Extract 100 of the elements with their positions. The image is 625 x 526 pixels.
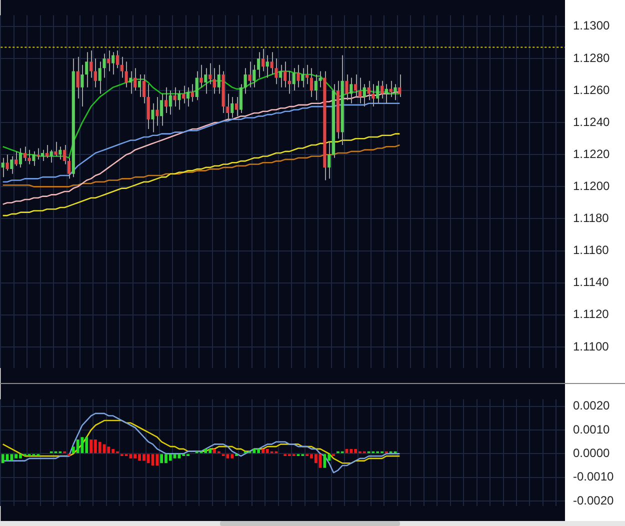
candlestick — [54, 141, 58, 157]
candlestick — [14, 150, 18, 166]
y-tick-label: 0.0010 — [573, 422, 610, 436]
candlestick — [28, 149, 31, 165]
candlestick — [112, 52, 115, 75]
candlestick — [380, 80, 384, 100]
y-tick-label: -0.0020 — [573, 493, 614, 508]
candlestick — [257, 52, 260, 78]
candlestick — [36, 148, 40, 160]
candlestick — [18, 148, 22, 168]
candlestick — [156, 96, 159, 126]
candlestick — [178, 90, 181, 110]
candlestick — [350, 77, 353, 104]
candlestick — [160, 93, 164, 126]
y-tick-label: 1.1280 — [573, 50, 610, 65]
candlestick — [204, 68, 208, 94]
y-tick-label: 1.1100 — [573, 339, 610, 354]
y-tick-label: 1.1240 — [573, 114, 610, 129]
bar — [350, 448, 353, 454]
bar — [230, 454, 234, 458]
candlestick — [116, 50, 120, 69]
candlestick — [195, 70, 198, 101]
candlestick — [314, 74, 318, 101]
candlestick — [358, 77, 362, 104]
bar — [1, 454, 4, 464]
candlestick — [76, 56, 80, 100]
bar — [146, 454, 150, 464]
candlestick — [301, 68, 304, 88]
bar — [134, 454, 137, 458]
candlestick — [292, 68, 296, 92]
candlestick — [389, 80, 392, 98]
candlestick — [50, 149, 53, 164]
candlestick — [239, 84, 242, 114]
candlestick — [23, 146, 26, 162]
candlestick — [261, 48, 265, 72]
candlestick — [244, 68, 247, 94]
y-tick-label: 1.1300 — [573, 18, 610, 33]
bar — [10, 454, 14, 461]
candlestick — [124, 61, 128, 88]
candlestick — [208, 62, 212, 85]
bar — [178, 454, 181, 458]
bar — [129, 454, 132, 458]
candlestick — [398, 74, 402, 98]
candlestick — [164, 86, 168, 114]
candlestick — [288, 70, 291, 94]
candlestick — [146, 84, 150, 130]
candlestick — [328, 141, 331, 180]
bar — [107, 446, 110, 454]
candlestick — [217, 64, 220, 94]
candlestick — [372, 84, 375, 108]
candlestick — [45, 144, 48, 158]
candlestick — [182, 85, 186, 104]
candlestick — [186, 86, 190, 108]
candlestick — [138, 74, 142, 98]
candlestick — [142, 74, 146, 104]
bar — [6, 454, 9, 461]
candlestick — [394, 84, 397, 101]
y-tick-label: 1.1220 — [573, 146, 610, 161]
candlestick — [120, 56, 124, 78]
candlestick — [310, 68, 314, 98]
bar — [226, 454, 230, 458]
candlestick — [230, 96, 234, 118]
candlestick — [10, 156, 14, 174]
candlestick — [279, 64, 282, 88]
bar — [252, 448, 256, 454]
bar — [85, 437, 88, 454]
candlestick — [266, 54, 269, 78]
candlestick — [362, 84, 366, 108]
candlestick — [384, 84, 388, 104]
candlestick — [168, 90, 172, 116]
y-tick-label: 1.1200 — [573, 179, 610, 194]
bar — [266, 448, 269, 454]
candlestick — [151, 102, 154, 133]
candlestick — [376, 80, 380, 104]
candlestick — [296, 64, 300, 88]
candlestick — [234, 96, 238, 117]
candlestick — [89, 50, 93, 78]
bar — [156, 454, 159, 466]
candlestick — [80, 64, 84, 108]
candlestick — [129, 70, 132, 94]
candlestick — [58, 146, 62, 160]
candlestick — [40, 149, 44, 162]
candlestick — [318, 70, 322, 88]
candlestick — [306, 64, 309, 85]
candlestick — [190, 84, 194, 102]
candlestick — [85, 52, 88, 88]
candlestick — [252, 64, 256, 88]
candlestick — [212, 68, 216, 94]
bar — [204, 448, 208, 454]
candlestick — [32, 150, 36, 166]
candlestick — [173, 86, 176, 108]
candlestick — [248, 61, 252, 88]
candlestick — [345, 74, 348, 101]
y-tick-label: 0.0000 — [573, 446, 610, 460]
y-tick-label: 1.1180 — [573, 211, 610, 226]
candlestick — [94, 58, 97, 88]
y-tick-label: -0.0010 — [573, 470, 614, 484]
candlestick — [134, 68, 137, 92]
bar — [173, 454, 176, 458]
candlestick — [1, 157, 4, 178]
